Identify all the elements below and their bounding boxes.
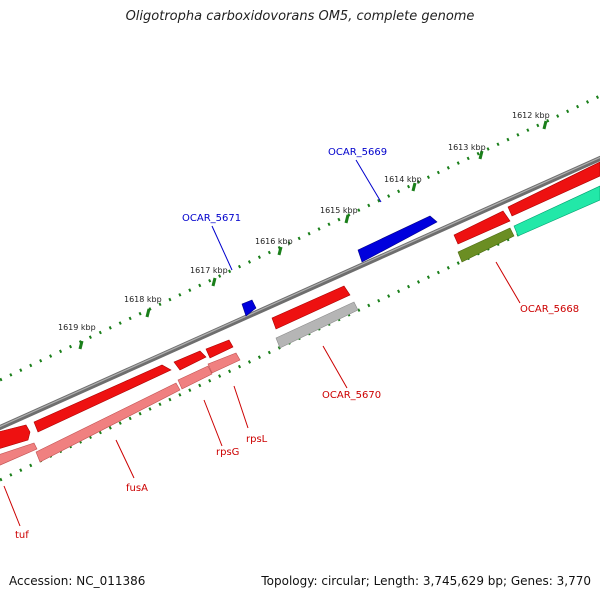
gene-ocar-5668-cds[interactable] bbox=[453, 210, 511, 245]
gene-ocar-5668-secondary[interactable] bbox=[457, 227, 515, 263]
gene-ocar-5670-rna[interactable] bbox=[275, 301, 359, 349]
genome-summary-text: Topology: circular; Length: 3,745,629 bp… bbox=[261, 574, 591, 588]
gene-tuf-cds[interactable] bbox=[0, 424, 31, 449]
cds-secondary-track bbox=[0, 185, 600, 466]
gene-label-rpsl: rpsL bbox=[246, 434, 268, 445]
gene-label-ocar-5670: OCAR_5670 bbox=[322, 390, 381, 401]
cds-forward-track bbox=[0, 161, 600, 449]
backbone-highlight bbox=[0, 156, 600, 428]
gene-fusa-secondary[interactable] bbox=[35, 382, 181, 463]
gene-right-cds[interactable] bbox=[507, 161, 600, 217]
outer-tick-track bbox=[0, 94, 600, 382]
gene-rpsg-cds[interactable] bbox=[173, 350, 207, 371]
gene-ocar-5670-cds[interactable] bbox=[271, 285, 351, 330]
protein-track bbox=[241, 215, 438, 317]
kbp-label: 1613 kbp bbox=[448, 143, 486, 152]
gene-rpsl-secondary[interactable] bbox=[207, 352, 241, 374]
kbp-label: 1614 kbp bbox=[384, 175, 422, 184]
gene-rpsg-secondary[interactable] bbox=[177, 365, 213, 390]
gene-label-ocar-5668: OCAR_5668 bbox=[520, 304, 579, 315]
gene-ocar-5669-feature[interactable] bbox=[357, 215, 438, 263]
gene-label-ocar-5669: OCAR_5669 bbox=[328, 147, 387, 158]
gene-ocar-5671-feature[interactable] bbox=[241, 299, 257, 317]
kbp-major-ticks bbox=[78, 120, 548, 350]
label-leaders bbox=[3, 159, 521, 527]
map-title: Oligotropha carboxidovorans OM5, complet… bbox=[125, 9, 475, 24]
kbp-label: 1619 kbp bbox=[58, 323, 96, 332]
kbp-label: 1616 kbp bbox=[255, 237, 293, 246]
gene-label-fusa: fusA bbox=[126, 483, 148, 494]
gene-teal-feature[interactable] bbox=[513, 185, 600, 237]
gene-label-rpsg: rpsG bbox=[216, 447, 239, 458]
kbp-label: 1615 kbp bbox=[320, 206, 358, 215]
kbp-label: 1612 kbp bbox=[512, 111, 550, 120]
kbp-label: 1617 kbp bbox=[190, 266, 228, 275]
gene-label-tuf: tuf bbox=[15, 530, 29, 541]
accession-text: Accession: NC_011386 bbox=[9, 574, 146, 588]
gene-rpsl-cds[interactable] bbox=[205, 339, 234, 359]
kbp-label: 1618 kbp bbox=[124, 295, 162, 304]
gene-fusa-cds[interactable] bbox=[33, 364, 172, 433]
genome-backbone bbox=[0, 155, 600, 431]
gene-tuf-secondary[interactable] bbox=[0, 442, 38, 466]
gene-label-ocar-5671: OCAR_5671 bbox=[182, 213, 241, 224]
